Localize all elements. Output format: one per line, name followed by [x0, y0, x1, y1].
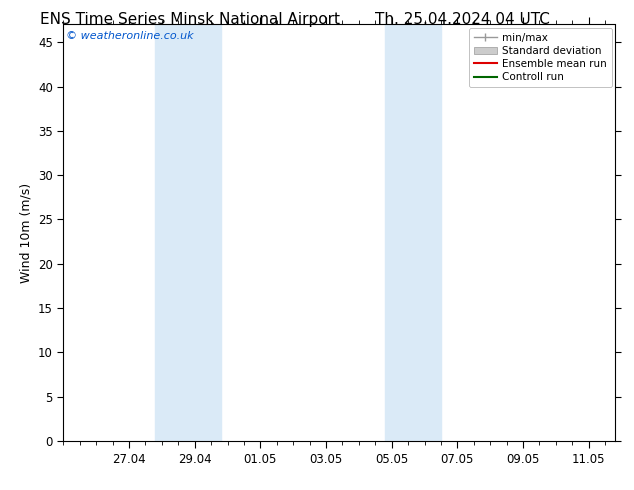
Y-axis label: Wind 10m (m/s): Wind 10m (m/s)	[20, 183, 32, 283]
Text: ENS Time Series Minsk National Airport: ENS Time Series Minsk National Airport	[40, 12, 340, 27]
Bar	[155, 24, 221, 441]
Text: Th. 25.04.2024 04 UTC: Th. 25.04.2024 04 UTC	[375, 12, 550, 27]
Bar	[385, 24, 441, 441]
Text: © weatheronline.co.uk: © weatheronline.co.uk	[66, 31, 194, 41]
Legend: min/max, Standard deviation, Ensemble mean run, Controll run: min/max, Standard deviation, Ensemble me…	[469, 27, 612, 87]
